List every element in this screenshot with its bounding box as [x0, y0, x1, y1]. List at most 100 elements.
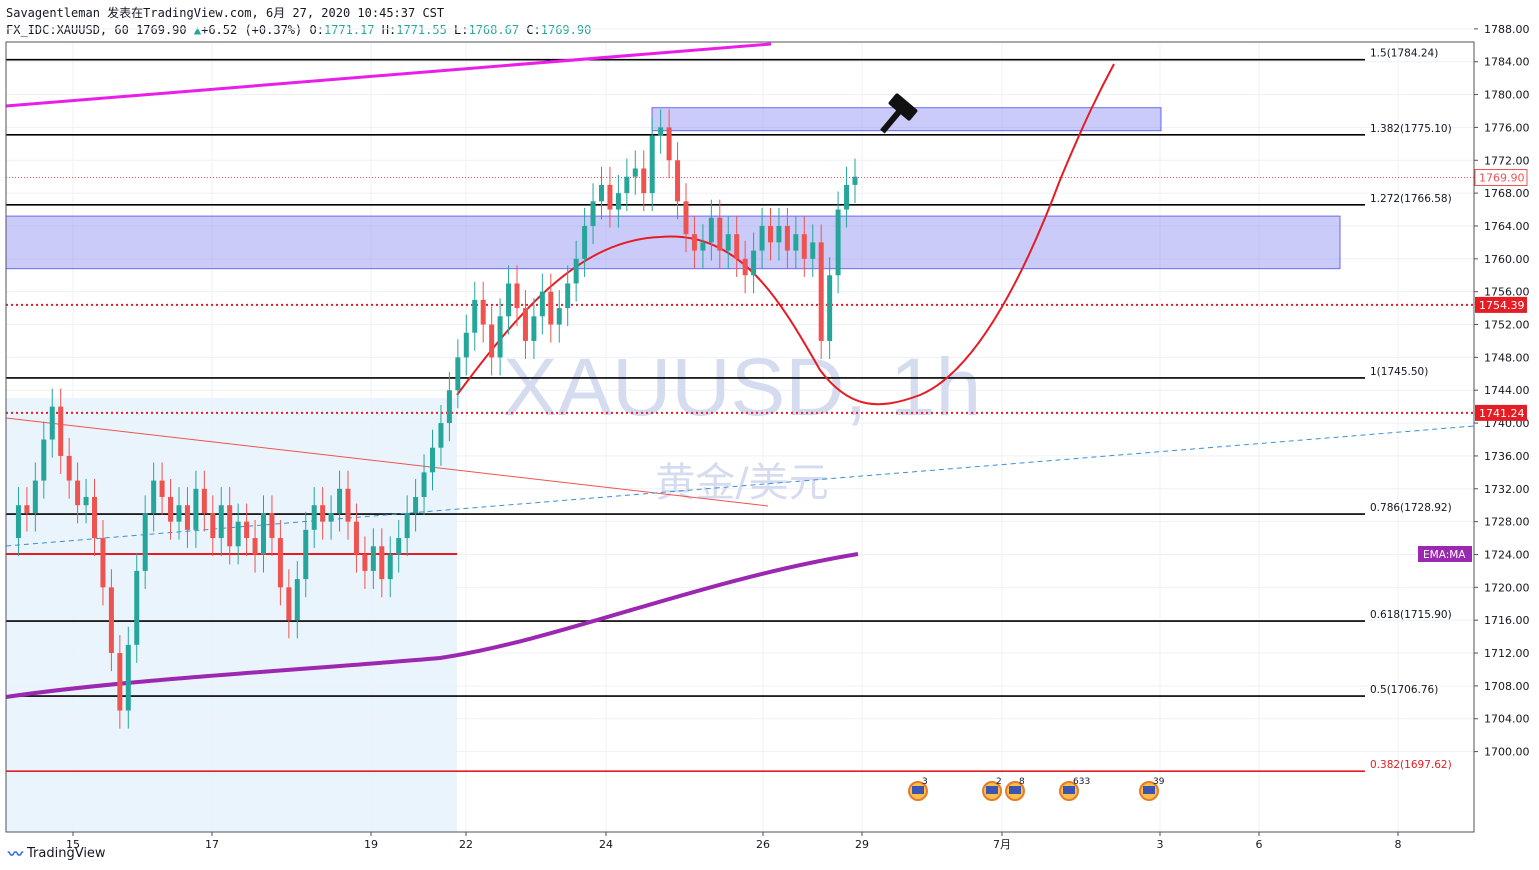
y-tick-label: 1728.00 — [1484, 516, 1530, 529]
candle-body — [548, 291, 554, 325]
event-count: 2 — [996, 777, 1002, 787]
price-zone — [5, 215, 1341, 270]
price-tag-label: 1741.24 — [1479, 407, 1525, 420]
open-label: O: — [309, 23, 324, 37]
candle-body — [556, 308, 562, 325]
candle-body — [615, 193, 621, 210]
candle-body — [218, 505, 224, 539]
candle-body — [168, 496, 174, 522]
footer: 〰 TradingView — [8, 843, 106, 864]
projection-curve — [456, 63, 1115, 406]
y-tick-label: 1760.00 — [1484, 253, 1530, 266]
candle-body — [497, 316, 503, 358]
high-label: H: — [381, 23, 397, 37]
fib-label: 0.786(1728.92) — [1370, 502, 1452, 514]
symbol-label[interactable]: FX_IDC:XAUUSD, 60 — [6, 23, 129, 37]
event-count: 3 — [922, 777, 928, 787]
event-count: 39 — [1153, 777, 1165, 787]
price-tags: 1769.90 1754.39 1741.24 EMA:MA — [1418, 169, 1528, 562]
y-tick-label: 1744.00 — [1484, 384, 1530, 397]
fib-label: 0.5(1706.76) — [1370, 684, 1438, 696]
fib-label: 0.618(1715.90) — [1370, 609, 1452, 621]
y-tick-label: 1700.00 — [1484, 746, 1530, 759]
change-arrow-icon: ▲ — [193, 23, 202, 37]
tradingview-logo-icon[interactable]: 〰 — [8, 845, 24, 863]
candle-body — [66, 455, 72, 481]
hammer-head — [888, 93, 918, 121]
price-tag-box — [1474, 169, 1528, 187]
candle-body — [844, 184, 850, 210]
price-change: +6.52 (+0.37%) — [201, 23, 303, 37]
chart-header: Savagentleman 发表在TradingView.com, 6月 27,… — [6, 5, 591, 39]
candle-body — [683, 201, 689, 235]
candle-body — [362, 554, 368, 571]
fib-label: 0.382(1697.62) — [1370, 759, 1452, 771]
candle-body — [142, 513, 148, 571]
x-tick-label: 6 — [1256, 838, 1263, 851]
candle-body — [210, 513, 216, 539]
candle-body — [734, 234, 740, 259]
candle-body — [818, 242, 824, 341]
brand-name: TradingView — [27, 846, 106, 861]
x-tick-label: 7月 — [993, 838, 1011, 851]
low-value: 1768.67 — [468, 23, 520, 37]
candle-body — [599, 184, 604, 202]
candle-body — [793, 234, 799, 251]
event-flag-icon — [1143, 786, 1155, 794]
low-label: L: — [454, 23, 469, 37]
candle-body — [320, 505, 326, 522]
candle-body — [159, 480, 165, 497]
y-tick-label: 1768.00 — [1484, 187, 1530, 200]
candle-body — [49, 406, 55, 440]
candle-body — [370, 546, 376, 571]
candle-body — [24, 505, 30, 514]
candle-body — [193, 488, 199, 530]
candle-body — [244, 521, 250, 539]
y-tick-label: 1756.00 — [1484, 286, 1530, 299]
candle-body — [725, 234, 731, 251]
y-tick-label: 1788.00 — [1484, 23, 1530, 36]
candle-body — [58, 406, 64, 456]
hammer-icon — [880, 93, 918, 134]
candle-body — [75, 480, 81, 506]
dashed-trendline — [5, 425, 1475, 547]
y-tick-label: 1780.00 — [1484, 89, 1530, 102]
candle-body — [117, 653, 123, 711]
candle-body — [658, 127, 664, 136]
y-tick-label: 1776.00 — [1484, 121, 1530, 134]
y-tick-label: 1704.00 — [1484, 713, 1530, 726]
watermark-symbol: XAUUSD, 1h — [503, 342, 982, 433]
candle-body — [539, 291, 545, 317]
candle-body — [565, 283, 571, 309]
candle-body — [379, 546, 385, 580]
event-flag-icon — [1063, 786, 1075, 794]
candle-body — [41, 439, 47, 481]
candle-body — [125, 644, 131, 711]
y-tick-label: 1720.00 — [1484, 581, 1530, 594]
candle-body — [801, 234, 807, 259]
candle-body — [759, 225, 765, 251]
y-tick-label: 1748.00 — [1484, 351, 1530, 364]
candle-body — [176, 505, 182, 522]
open-value: 1771.17 — [323, 23, 375, 37]
watermark: XAUUSD, 1h 黄金/美元 — [503, 342, 982, 506]
economic-events: 3 2 8 633 39 — [908, 777, 1165, 801]
candle-body — [92, 496, 97, 539]
x-tick-label: 19 — [364, 838, 378, 851]
pink-trendline — [5, 42, 772, 108]
candle-body — [531, 316, 537, 341]
y-tick-label: 1752.00 — [1484, 319, 1530, 332]
close-label: C: — [526, 23, 541, 37]
candle-body — [277, 538, 283, 588]
x-tick-label: 15 — [66, 838, 80, 851]
high-value: 1771.55 — [396, 23, 447, 37]
event-count: 8 — [1019, 777, 1025, 787]
candle-body — [430, 447, 435, 473]
watermark-name: 黄金/美元 — [655, 460, 828, 506]
candle-body — [472, 299, 478, 333]
indicator-tag-label: EMA:MA — [1423, 549, 1466, 561]
x-tick-label: 26 — [756, 838, 770, 851]
candle-body — [261, 513, 266, 555]
candle-body — [675, 160, 681, 202]
